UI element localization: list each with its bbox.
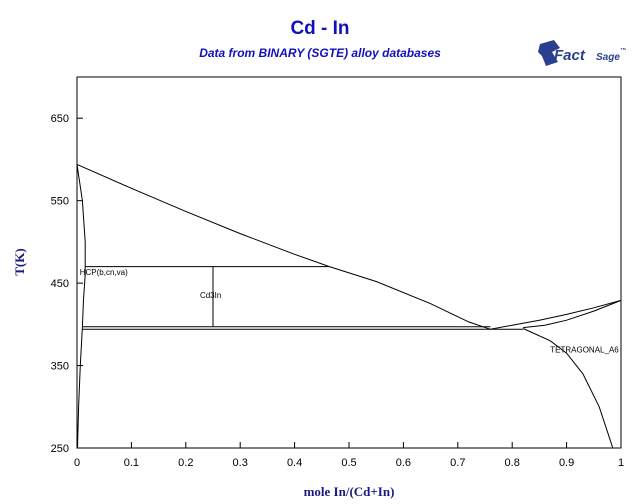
x-axis-label: mole In/(Cd+In) [304, 484, 395, 499]
x-tick-label: 0 [74, 457, 80, 469]
factsage-logo-icon [538, 40, 560, 66]
phase-label: TETRAGONAL_A6 [550, 345, 619, 354]
x-tick-label: 0.9 [559, 457, 574, 469]
y-axis-label: T(K) [12, 248, 27, 275]
factsage-logo: Fact Sage ™ [538, 40, 626, 66]
phase-labels: HCP(b,cn,va) Cd3In TETRAGONAL_A6 [80, 268, 620, 354]
chart-subtitle: Data from BINARY (SGTE) alloy databases [199, 46, 441, 60]
x-tick-label: 0.6 [396, 457, 411, 469]
y-tick-label: 450 [51, 278, 69, 290]
y-tick-label: 350 [51, 361, 69, 373]
x-tick-label: 0.7 [450, 457, 465, 469]
y-tick-label: 250 [51, 443, 69, 455]
y-tick-label: 650 [51, 113, 69, 125]
x-tick-label: 0.4 [287, 457, 302, 469]
x-tick-label: 0.5 [341, 457, 356, 469]
y-tick-label: 550 [51, 196, 69, 208]
phase-boundaries [76, 163, 622, 449]
logo-brand-main: Fact [554, 47, 586, 64]
phase-boundary-line-1 [490, 299, 622, 330]
y-axis-ticks: 250 350 450 550 650 [51, 113, 83, 455]
phase-boundary-line-4 [76, 164, 86, 327]
phase-boundary-line-0 [76, 163, 491, 330]
x-tick-label: 0.3 [233, 457, 248, 469]
phase-label: HCP(b,cn,va) [80, 268, 128, 277]
logo-brand-mark: ™ [620, 47, 626, 54]
phase-boundary-line-2 [523, 299, 622, 329]
phase-boundary-line-3 [522, 328, 614, 449]
phase-label: Cd3In [200, 291, 221, 300]
x-axis-ticks: 0 0.1 0.2 0.3 0.4 0.5 0.6 0.7 0.8 0.9 1 [74, 442, 624, 469]
chart-title: Cd - In [290, 18, 350, 39]
phase-boundary-line-5 [77, 326, 83, 449]
x-tick-label: 0.1 [124, 457, 139, 469]
x-tick-label: 1 [618, 457, 624, 469]
logo-brand-second: Sage [596, 52, 620, 63]
x-tick-label: 0.2 [178, 457, 193, 469]
plot-frame [76, 76, 622, 449]
x-tick-label: 0.8 [505, 457, 520, 469]
